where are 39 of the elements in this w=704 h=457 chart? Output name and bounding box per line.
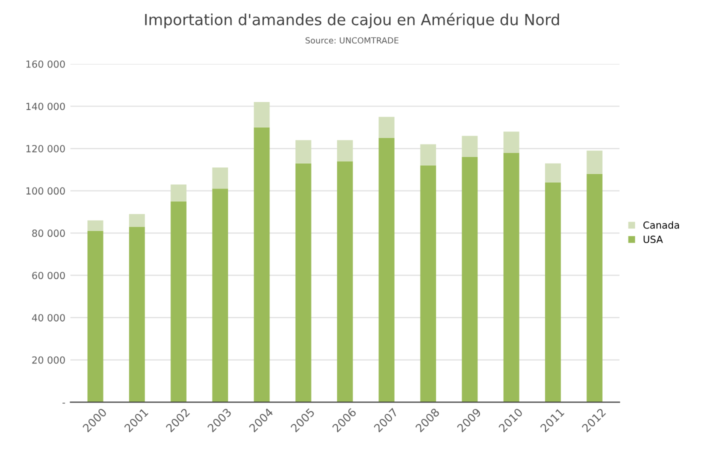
bar <box>545 163 561 182</box>
legend-label: USA <box>644 236 663 244</box>
y-tick-label: 120 000 <box>26 145 65 152</box>
bar <box>87 220 104 231</box>
bar <box>503 152 520 402</box>
bar <box>337 140 353 162</box>
bar <box>170 201 186 402</box>
bar <box>545 182 561 402</box>
bar <box>462 136 478 157</box>
y-tick-label: 60 000 <box>32 272 65 280</box>
bar <box>337 161 353 402</box>
legend-label: Canada <box>643 221 679 229</box>
bar <box>503 132 520 153</box>
y-tick-label: 100 000 <box>26 187 65 195</box>
chart-title: Importation d'amandes de cajou en Amérique du Nord <box>145 12 559 28</box>
y-tick-label: 80 000 <box>32 230 65 237</box>
y-tick-label: 40 000 <box>32 314 65 322</box>
y-tick-label: 140 000 <box>26 102 65 110</box>
bar <box>129 214 145 227</box>
bar <box>295 163 312 402</box>
bar <box>295 140 312 164</box>
bar <box>378 116 394 138</box>
bar <box>212 168 228 189</box>
bar <box>129 226 145 402</box>
y-tick-label: - <box>62 402 66 404</box>
bar <box>87 230 104 402</box>
bar <box>462 156 478 402</box>
chart-subtitle: Source: UNCOMTRADE <box>306 37 398 44</box>
bar <box>420 165 436 402</box>
bar <box>586 150 602 174</box>
bar <box>378 138 394 402</box>
y-tick-label: 160 000 <box>26 60 65 68</box>
bar <box>170 184 186 202</box>
bar <box>254 102 270 128</box>
bar <box>420 144 436 166</box>
bar <box>254 127 270 402</box>
y-tick-label: 20 000 <box>32 356 65 364</box>
bar <box>212 188 228 402</box>
bar <box>586 174 602 402</box>
